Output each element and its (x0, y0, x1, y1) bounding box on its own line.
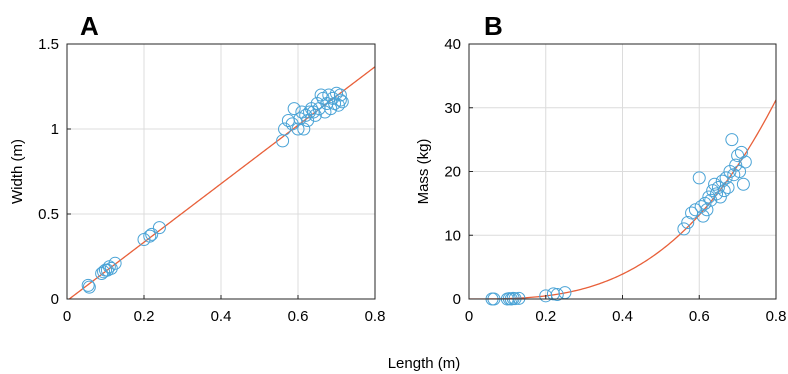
panel-b: 0 0.2 0.4 0.6 0.8 0 10 20 30 40 Mass (kg) B (415, 11, 786, 325)
shared-x-axis-label: Length (m) (388, 355, 461, 372)
data-point (82, 280, 96, 294)
data-point (733, 165, 747, 178)
data-point (717, 184, 731, 198)
data-point (681, 216, 695, 229)
x-tick-label: 0.6 (288, 308, 309, 325)
y-axis-label: Width (m) (9, 139, 26, 204)
data-point (297, 122, 311, 136)
data-point (734, 145, 748, 159)
data-point (731, 149, 745, 163)
y-tick-label: 10 (444, 227, 461, 244)
data-point (736, 177, 750, 191)
data-point (143, 229, 157, 243)
y-axis-label: Mass (kg) (415, 139, 432, 205)
data-point (333, 93, 347, 107)
x-tick-label: 0.4 (211, 308, 232, 325)
data-point (677, 222, 691, 236)
y-tick-label: 30 (444, 100, 461, 117)
y-tick-label: 0 (453, 291, 461, 308)
data-point (550, 288, 564, 302)
data-point (291, 122, 305, 136)
data-point (725, 133, 739, 147)
x-tick-label: 0.4 (612, 308, 633, 325)
data-point (81, 278, 95, 292)
panel-letter: B (484, 11, 503, 41)
data-point (335, 95, 349, 109)
x-tick-label: 0 (465, 308, 473, 325)
data-point (287, 102, 301, 116)
data-point (152, 221, 166, 235)
y-tick-label: 20 (444, 164, 461, 181)
data-point (710, 187, 724, 201)
data-point (696, 209, 710, 223)
data-point (721, 180, 735, 194)
data-point (512, 291, 526, 305)
y-tick-label: 40 (444, 36, 461, 53)
data-point (331, 98, 345, 112)
y-tick-label: 0.5 (38, 206, 59, 223)
x-tick-label: 0.8 (766, 308, 787, 325)
x-tick-label: 0 (63, 308, 71, 325)
y-tick-label: 1 (51, 121, 59, 138)
data-point (700, 203, 714, 217)
data-point (333, 88, 347, 102)
data-point (729, 158, 743, 172)
panel-letter: A (80, 11, 99, 41)
data-point (738, 155, 752, 169)
data-point (708, 177, 722, 191)
data-point (108, 256, 122, 270)
data-point (692, 171, 706, 185)
data-point (145, 227, 159, 241)
x-tick-label: 0.2 (134, 308, 155, 325)
panel-a: 0 0.2 0.4 0.6 0.8 0 0.5 1 1.5 Width (m) A (9, 11, 385, 325)
x-tick-label: 0.8 (365, 308, 386, 325)
data-point (719, 171, 733, 185)
x-tick-label: 0.6 (689, 308, 710, 325)
data-point (278, 122, 292, 136)
x-tick-label: 0.2 (535, 308, 556, 325)
y-tick-label: 1.5 (38, 36, 59, 53)
data-point (713, 190, 727, 204)
y-tick-label: 0 (51, 291, 59, 308)
